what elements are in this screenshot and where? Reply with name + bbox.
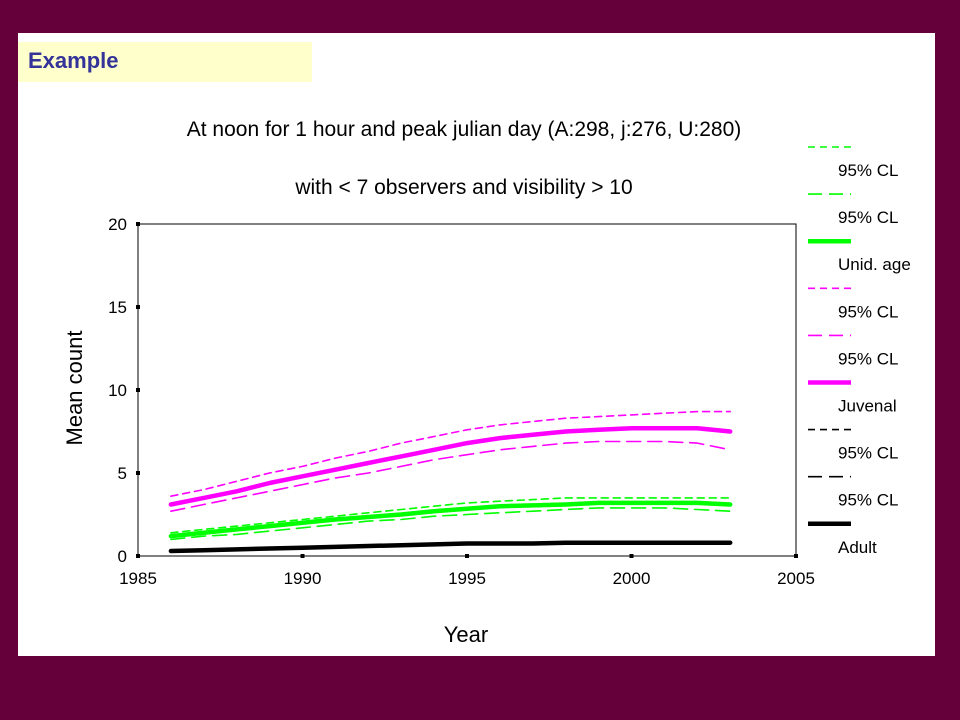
x-tick-mark	[794, 554, 798, 558]
legend-label: Juvenal	[838, 397, 897, 416]
slide-label: Example	[28, 48, 119, 73]
chart-title-line1: At noon for 1 hour and peak julian day (…	[187, 118, 742, 141]
x-tick-label: 1985	[119, 569, 157, 588]
x-tick-mark	[629, 554, 634, 558]
y-axis-label: Mean count	[62, 331, 87, 446]
chart-title-line2: with < 7 observers and visibility > 10	[294, 176, 632, 199]
y-tick-mark	[136, 222, 140, 226]
x-tick-mark	[300, 554, 305, 558]
y-tick-label: 20	[108, 215, 127, 234]
y-tick-mark	[136, 388, 140, 392]
y-tick-mark	[136, 305, 140, 309]
legend-label: 95% CL	[838, 208, 898, 227]
series-line	[170, 497, 732, 534]
x-tick-label: 2005	[777, 569, 815, 588]
y-tick-mark	[136, 554, 140, 558]
legend-label: Adult	[838, 538, 877, 557]
series-line	[168, 500, 733, 539]
y-tick-label: 5	[118, 464, 127, 483]
series-line	[170, 440, 732, 513]
x-tick-label: 1990	[284, 569, 322, 588]
x-tick-label: 1995	[448, 569, 486, 588]
y-tick-mark	[136, 471, 140, 475]
series-line	[170, 410, 732, 498]
legend-label: 95% CL	[838, 444, 898, 463]
legend: 95% CL 95% CL Unid. age 95% CL 95% CL Juvenal…	[808, 146, 911, 557]
series-line	[170, 507, 732, 541]
x-tick-label: 2000	[613, 569, 651, 588]
legend-label: 95% CL	[838, 491, 898, 510]
y-tick-label: 10	[108, 381, 127, 400]
y-tick-label: 15	[108, 298, 127, 317]
legend-label: 95% CL	[838, 302, 898, 321]
series-line	[168, 425, 733, 507]
legend-label: Unid. age	[838, 255, 911, 274]
plot-frame	[137, 223, 797, 557]
x-axis-label: Year	[444, 622, 488, 647]
slide-label-box	[18, 42, 312, 82]
series-line	[168, 540, 733, 554]
series-lines	[168, 410, 733, 554]
y-tick-label: 0	[118, 547, 127, 566]
x-tick-mark	[465, 554, 469, 558]
axes: 1985 1990 1995 2000 2005 0 5 10 15 20	[108, 215, 815, 588]
legend-label: 95% CL	[838, 349, 898, 368]
legend-label: 95% CL	[838, 161, 898, 180]
